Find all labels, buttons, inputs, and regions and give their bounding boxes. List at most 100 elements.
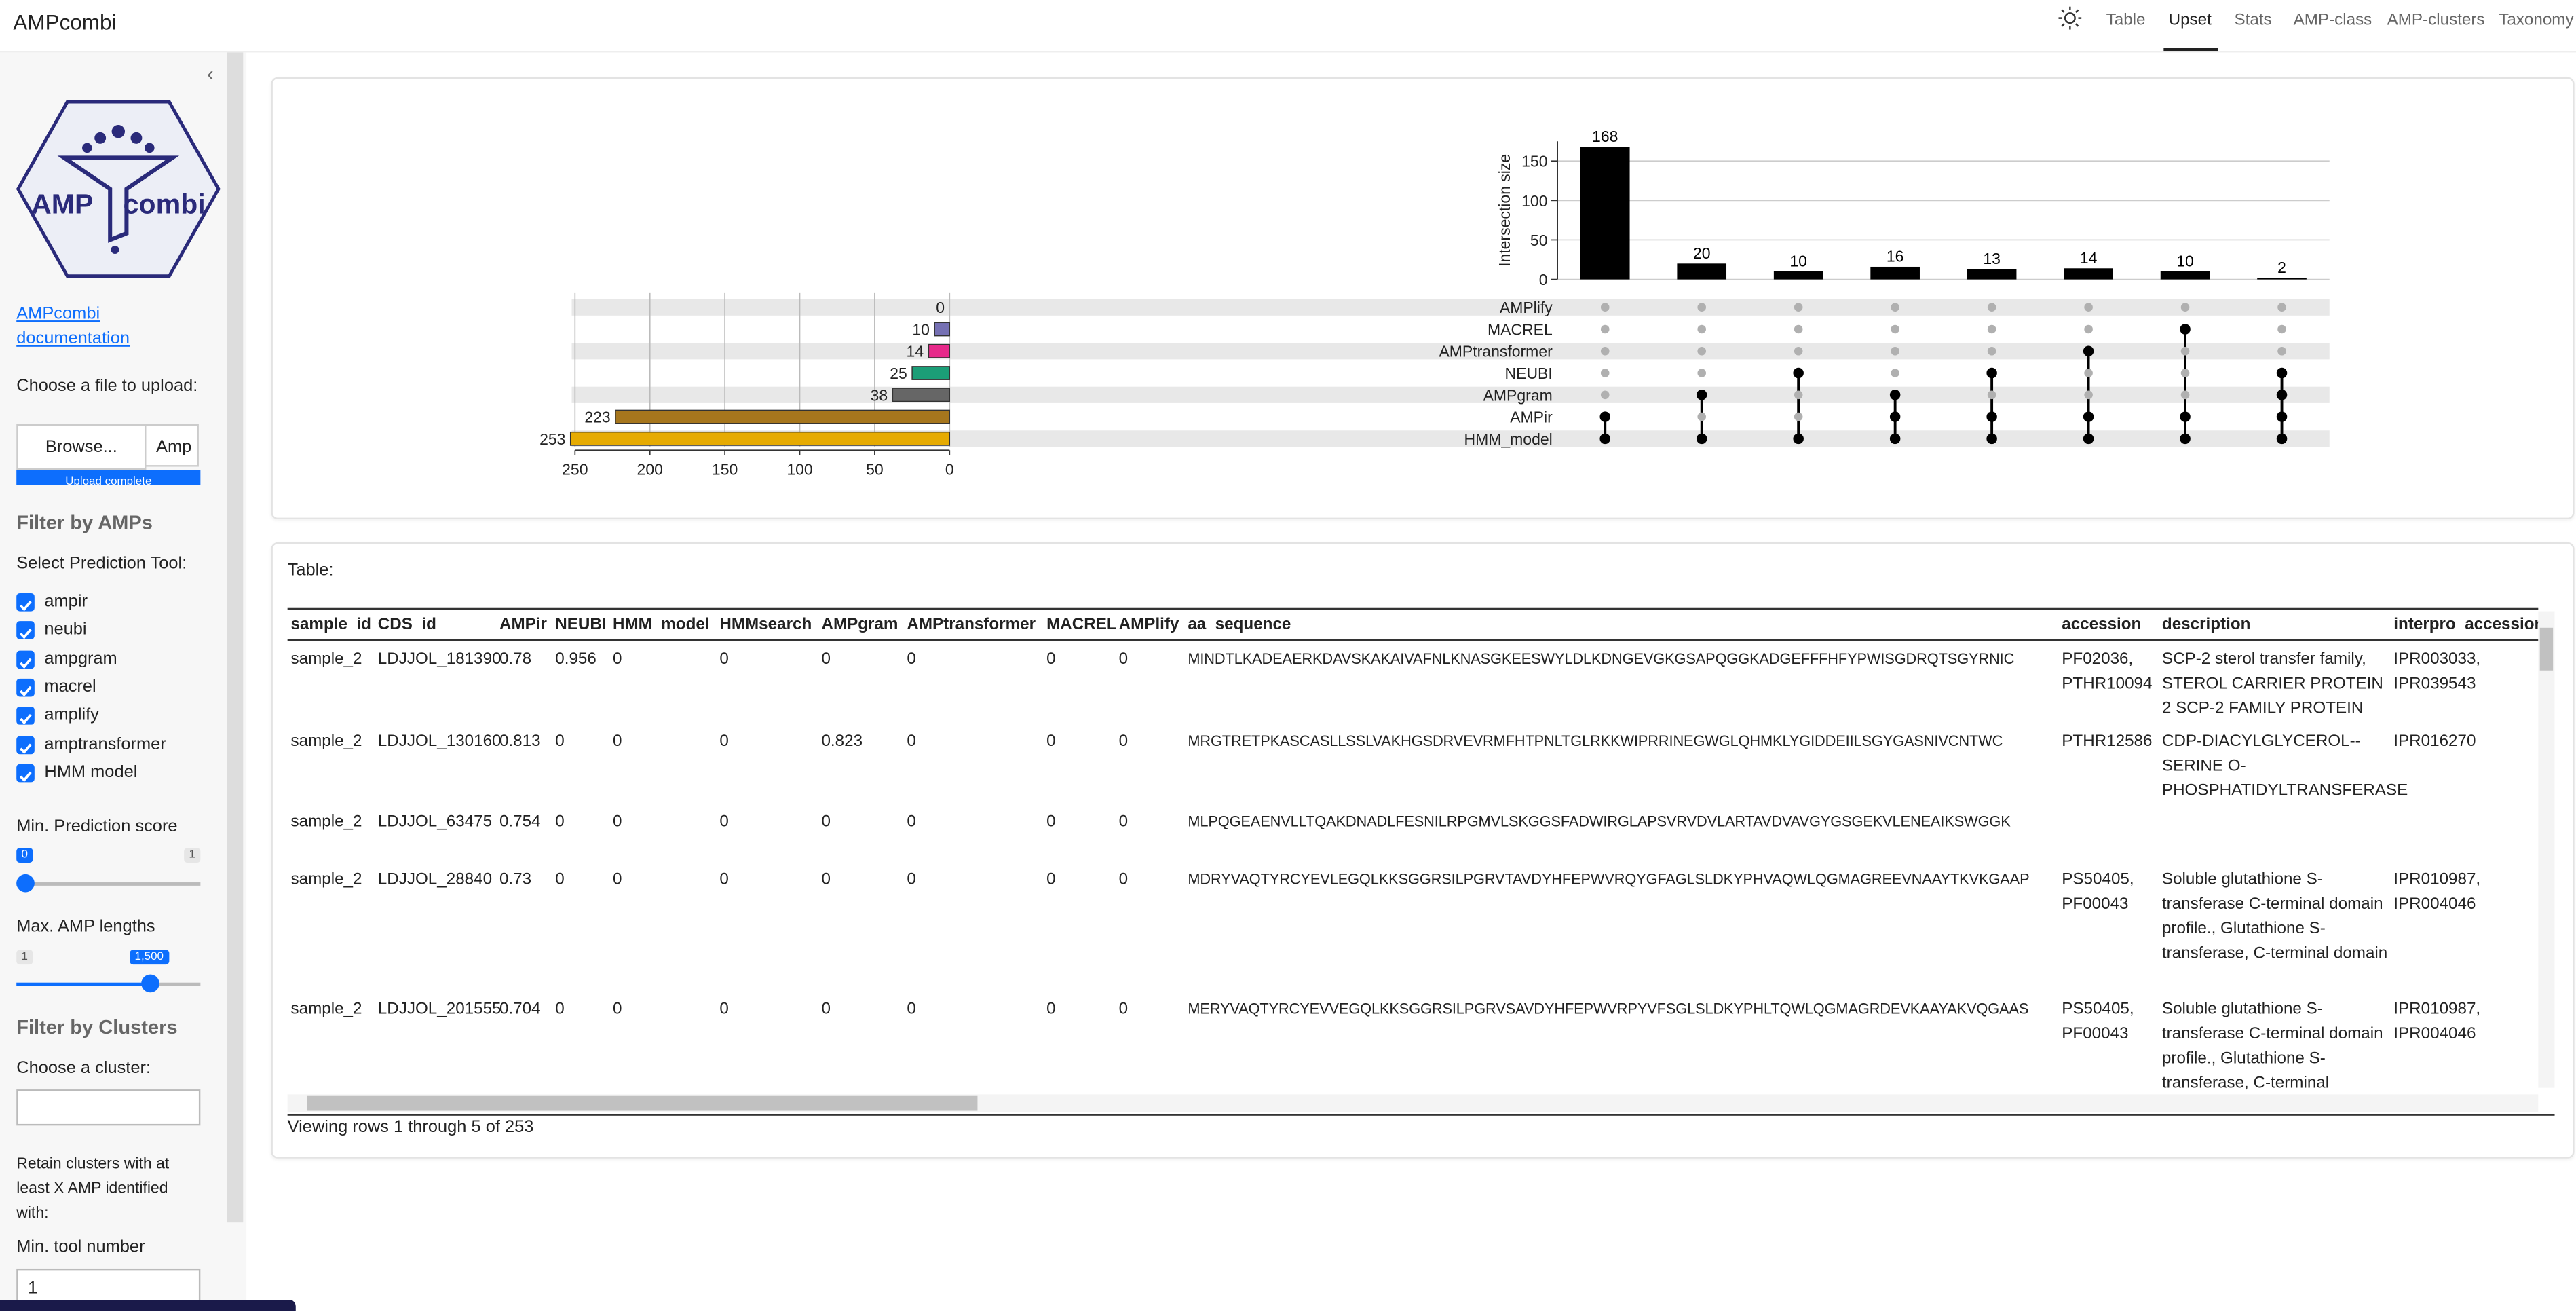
- slider-handle[interactable]: [141, 974, 159, 993]
- x-tick-label: 50: [866, 461, 884, 479]
- column-header[interactable]: sample_id: [290, 616, 371, 635]
- logo-text: AMP: [31, 189, 93, 220]
- column-header[interactable]: MACREL: [1046, 616, 1117, 635]
- theme-toggle[interactable]: [2058, 6, 2082, 30]
- matrix-dot: [1599, 433, 1610, 445]
- column-header[interactable]: AMPir: [499, 616, 547, 635]
- matrix-dot: [2276, 433, 2288, 445]
- table-cell: LDJJOL_201555: [377, 1000, 501, 1019]
- header-border: [0, 51, 2576, 53]
- table-cell: 0: [1118, 813, 1129, 831]
- table-cell: PS50405, PF00043: [2062, 871, 2134, 914]
- column-header[interactable]: interpro_accession: [2393, 616, 2539, 635]
- matrix-dot: [2180, 324, 2191, 335]
- table-cell: sample_2: [290, 1000, 362, 1019]
- scrollbar[interactable]: [227, 52, 244, 1223]
- y-axis-label: Intersection size: [1496, 154, 1513, 267]
- bar-label: 168: [1592, 128, 1618, 145]
- h-scrollbar[interactable]: [287, 1094, 2539, 1112]
- column-header[interactable]: HMM_model: [613, 616, 710, 635]
- column-header[interactable]: NEUBI: [555, 616, 607, 635]
- checkbox[interactable]: [16, 735, 35, 753]
- x-tick-label: 100: [787, 461, 812, 479]
- checkbox[interactable]: [16, 621, 35, 640]
- checkbox[interactable]: [16, 593, 35, 612]
- nav-item[interactable]: AMP-clusters: [2387, 11, 2485, 30]
- v-scrollbar[interactable]: [2538, 611, 2555, 1088]
- upload-label: Choose a file to upload:: [16, 376, 198, 396]
- matrix-dot: [1600, 390, 1610, 400]
- nav-item[interactable]: Stats: [2234, 11, 2272, 30]
- table-cell: IPR010987, IPR004046: [2393, 1000, 2481, 1044]
- set-label: NEUBI: [1505, 364, 1553, 382]
- checkbox-label: neubi: [44, 620, 87, 640]
- matrix-dot: [1600, 324, 1610, 334]
- set-label: AMPgram: [1483, 386, 1553, 404]
- matrix-dot: [1600, 346, 1610, 356]
- matrix-dot: [1891, 346, 1899, 356]
- nav-item[interactable]: Table: [2106, 11, 2146, 30]
- set-label: AMPir: [1510, 409, 1553, 426]
- intersection-bar: [1773, 271, 1823, 280]
- table-cell: sample_2: [290, 813, 362, 831]
- set-size-label: 10: [912, 320, 930, 338]
- column-header[interactable]: accession: [2062, 616, 2142, 635]
- table-cell: 0: [1046, 871, 1056, 889]
- matrix-dot: [1794, 346, 1803, 356]
- nav-item[interactable]: Upset: [2168, 11, 2212, 30]
- table-cell: PS50405, PF00043: [2062, 1000, 2134, 1044]
- column-header[interactable]: CDS_id: [377, 616, 436, 635]
- checkbox[interactable]: [16, 707, 35, 726]
- set-size-label: 38: [871, 386, 888, 404]
- bar-label: 16: [1887, 248, 1904, 265]
- cluster-label: Choose a cluster:: [16, 1058, 151, 1079]
- table-cell: 0: [613, 1000, 622, 1019]
- intersection-bar: [1870, 266, 1920, 280]
- nav-item[interactable]: Taxonomy: [2499, 11, 2574, 30]
- checkbox-label: ampir: [44, 591, 88, 612]
- slider-track: [16, 982, 151, 986]
- table-cell: IPR016270: [2393, 732, 2476, 751]
- table-panel: [271, 542, 2575, 1159]
- table-cell: IPR010987, IPR004046: [2393, 871, 2481, 914]
- doc-link[interactable]: AMPcombi documentation: [16, 303, 130, 349]
- checkbox-label: ampgram: [44, 648, 117, 669]
- set-size-label: 25: [890, 364, 907, 382]
- table-cell: 0: [1118, 732, 1129, 751]
- matrix-dot: [1793, 433, 1804, 445]
- column-header[interactable]: description: [2161, 616, 2251, 635]
- intersection-bar: [1580, 147, 1630, 280]
- slider-min: 1: [16, 950, 33, 965]
- nav-item[interactable]: AMP-class: [2293, 11, 2372, 30]
- table-cell: Soluble glutathione S-transferase C-term…: [2161, 1000, 2383, 1090]
- tool-label: Select Prediction Tool:: [16, 553, 187, 574]
- checkbox[interactable]: [16, 764, 35, 782]
- bar-label: 20: [1693, 244, 1711, 262]
- checkbox[interactable]: [16, 678, 35, 697]
- table-cell: 0: [1046, 1000, 1056, 1019]
- cluster-input[interactable]: [16, 1089, 201, 1126]
- set-size-label: 223: [584, 409, 610, 426]
- row-stripe: [571, 299, 2330, 316]
- matrix-dot: [2180, 433, 2191, 445]
- column-header[interactable]: HMMsearch: [719, 616, 812, 635]
- table-cell: 0: [821, 1000, 831, 1019]
- collapse-button[interactable]: ‹: [207, 62, 214, 86]
- column-header[interactable]: AMPtransformer: [907, 616, 1036, 635]
- matrix-dot: [2083, 345, 2094, 357]
- checkbox[interactable]: [16, 650, 35, 669]
- table-cell: 0: [1118, 871, 1129, 889]
- column-header[interactable]: AMPgram: [821, 616, 898, 635]
- column-header[interactable]: aa_sequence: [1188, 616, 1291, 635]
- set-size-label: 14: [907, 343, 924, 360]
- matrix-dot: [1986, 367, 1997, 379]
- min-tool-input[interactable]: 1: [16, 1268, 201, 1305]
- intersection-bar: [1967, 269, 2017, 280]
- browse-button[interactable]: Browse...: [16, 424, 147, 470]
- table-cell: MINDTLKADEAERKDAVSKAKAIVAFNLKNASGKEESWYL…: [1188, 650, 2015, 667]
- column-header[interactable]: AMPlify: [1118, 616, 1179, 635]
- upload-progress: Upload complete: [16, 470, 201, 485]
- table-label: Table:: [287, 560, 334, 580]
- table-cell: 0.956: [555, 650, 596, 669]
- slider-handle[interactable]: [16, 874, 35, 893]
